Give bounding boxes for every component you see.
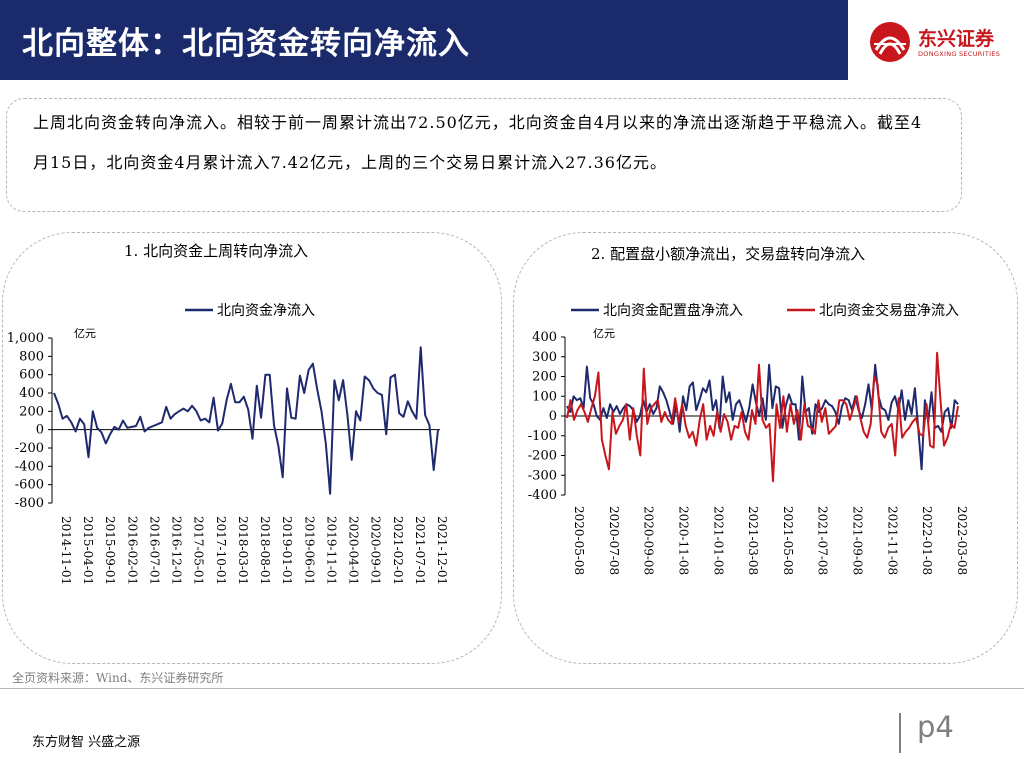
x-tick-label: 2014-11-01 (59, 516, 73, 585)
x-tick-label: 2021-11-08 (885, 506, 899, 575)
unit-label: 亿元 (74, 327, 96, 340)
series-line (566, 351, 959, 483)
y-tick-label: -200 (528, 449, 557, 464)
brand-name: 东兴证券 (918, 28, 995, 50)
footer-divider (0, 688, 1024, 689)
x-tick-label: 2021-12-01 (435, 516, 449, 585)
page-number-separator (899, 713, 901, 753)
y-tick-label: 100 (532, 389, 557, 404)
footer-slogan: 东方财智 兴盛之源 (32, 735, 141, 750)
x-tick-label: 2019-11-01 (324, 516, 338, 585)
x-tick-label: 2015-04-01 (81, 516, 95, 585)
y-tick-label: 1,000 (7, 331, 44, 346)
brand-subtitle: DONGXING SECURITIES (918, 50, 1001, 58)
x-tick-label: 2017-05-01 (192, 516, 206, 585)
x-tick-label: 2018-08-01 (258, 516, 272, 585)
legend-label: 北向资金配置盘净流入 (603, 302, 743, 319)
x-tick-label: 2016-02-01 (125, 516, 139, 585)
x-tick-label: 2019-06-01 (302, 516, 316, 585)
net-inflow-chart: 1,000 800 600 400 200 0 -200 -400 -600 -800 亿元 2014… (7, 303, 449, 585)
chart-panel-right (513, 232, 1018, 664)
y-tick-label: 200 (532, 370, 557, 385)
x-tick-label: 2022-01-08 (920, 506, 934, 575)
unit-label: 亿元 (593, 327, 615, 340)
y-tick-label: 0 (36, 423, 44, 438)
page-title: 北向整体：北向资金转向净流入 (22, 26, 470, 62)
x-tick-label: 2020-05-08 (572, 506, 586, 575)
x-tick-label: 2020-04-01 (347, 516, 361, 585)
x-tick-label: 2019-01-01 (280, 516, 294, 585)
logo: 东兴证券 DONGXING SECURITIES (848, 0, 1024, 80)
y-tick-label: -600 (15, 478, 44, 493)
y-tick-label: 800 (19, 349, 44, 364)
allocation-trading-chart: 400 300 200 100 0 -100 -200 -300 -400 亿元 2020-05-0… (528, 302, 969, 575)
x-tick-label: 2020-09-08 (642, 506, 656, 575)
x-tick-label: 2015-09-01 (103, 516, 117, 585)
summary-box (6, 98, 962, 212)
source-note: 全页资料来源：Wind、东兴证券研究所 (12, 671, 224, 685)
x-tick-label: 2021-05-08 (781, 506, 795, 575)
brand-logo-icon (870, 22, 910, 62)
series-line (566, 363, 959, 471)
x-tick-label: 2021-02-01 (391, 516, 405, 585)
y-tick-label: 400 (532, 330, 557, 345)
y-tick-label: 300 (532, 350, 557, 365)
y-tick-label: -400 (528, 488, 557, 503)
page-number: p4 (917, 710, 954, 744)
y-tick-label: -400 (15, 459, 44, 474)
x-tick-label: 2018-03-01 (236, 516, 250, 585)
x-tick-label: 2021-07-08 (816, 506, 830, 575)
x-tick-label: 2021-09-08 (851, 506, 865, 575)
y-tick-label: 200 (19, 404, 44, 419)
legend-label: 北向资金交易盘净流入 (819, 302, 959, 319)
summary-text: 上周北向资金转向净流入。相较于前一周累计流出72.50亿元，北向资金自4月以来的… (33, 113, 923, 172)
x-tick-label: 2020-11-08 (676, 506, 690, 575)
y-tick-label: -200 (15, 441, 44, 456)
x-tick-label: 2021-01-08 (711, 506, 725, 575)
chart-title-left: 1. 北向资金上周转向净流入 (118, 240, 315, 261)
legend-label: 北向资金净流入 (217, 303, 315, 319)
x-tick-label: 2020-07-08 (607, 506, 621, 575)
header-bar: 北向整体：北向资金转向净流入 (0, 0, 848, 80)
x-tick-label: 2021-03-08 (746, 506, 760, 575)
y-tick-label: -800 (15, 496, 44, 511)
y-tick-label: 600 (19, 368, 44, 383)
x-tick-label: 2022-03-08 (955, 506, 969, 575)
x-tick-label: 2017-10-01 (214, 516, 228, 585)
chart-panel-left (2, 232, 502, 664)
x-tick-label: 2021-07-01 (413, 516, 427, 585)
y-tick-label: 400 (19, 386, 44, 401)
y-tick-label: -300 (528, 468, 557, 483)
x-tick-label: 2016-07-01 (147, 516, 161, 585)
chart-title-right: 2. 配置盘小额净流出，交易盘转向净流入 (585, 243, 872, 264)
x-tick-label: 2020-09-01 (369, 516, 383, 585)
series-line (53, 346, 439, 495)
y-tick-label: -100 (528, 429, 557, 444)
x-tick-label: 2016-12-01 (170, 516, 184, 585)
y-tick-label: 0 (549, 409, 557, 424)
